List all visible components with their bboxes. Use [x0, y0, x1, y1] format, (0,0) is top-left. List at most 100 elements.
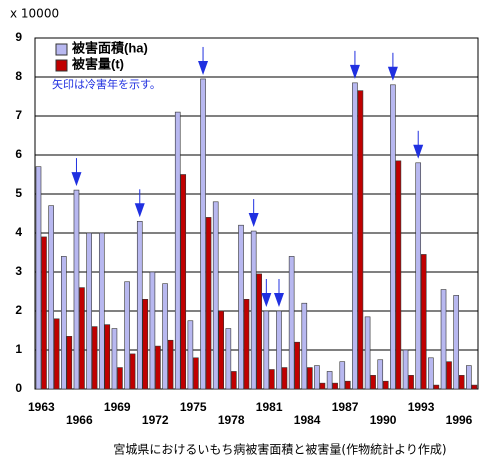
bar: [205, 217, 212, 390]
bar: [288, 256, 295, 390]
bar: [377, 359, 384, 390]
legend-swatch: [55, 59, 68, 72]
bar: [98, 232, 105, 390]
bar: [440, 289, 447, 390]
legend-label: 被害面積(ha): [71, 40, 148, 55]
bar: [73, 189, 80, 390]
bar: [263, 310, 270, 390]
bar: [104, 324, 111, 390]
annotation: 矢印は冷害年を示す。: [52, 77, 161, 91]
x-tick-label: 1993: [408, 400, 435, 414]
bar: [129, 353, 136, 390]
bar: [124, 281, 130, 390]
bar: [339, 361, 346, 390]
bar: [471, 384, 478, 390]
bar: [53, 318, 60, 390]
bar: [408, 375, 414, 390]
bar: [402, 349, 409, 390]
bar: [225, 328, 232, 390]
bar: [276, 310, 282, 390]
bar: [428, 357, 434, 390]
bar: [458, 375, 465, 390]
bar: [306, 367, 313, 390]
y-tick-label: 9: [15, 30, 22, 44]
y-tick-label: 7: [15, 108, 22, 122]
y-unit: x 10000: [10, 7, 59, 21]
bar: [415, 162, 422, 390]
bar: [382, 380, 389, 390]
bar: [41, 236, 47, 390]
bar: [167, 339, 174, 390]
bar: [66, 336, 73, 390]
bar: [111, 328, 118, 390]
y-tick-label: 2: [15, 303, 22, 317]
bar: [187, 320, 194, 390]
bar: [332, 382, 338, 390]
bar: [162, 283, 168, 390]
legend-label: 被害量(t): [71, 56, 124, 71]
bar: [420, 254, 427, 390]
bar: [357, 90, 364, 390]
x-tick-label: 1981: [256, 400, 283, 414]
bar: [446, 361, 452, 390]
bar: [243, 298, 250, 390]
bar: [79, 287, 85, 390]
bar: [193, 357, 199, 390]
bar: [212, 201, 219, 390]
chart-title: 宮城県におけるいもち病被害面積と被害量(作物統計より作成): [113, 442, 446, 457]
arrow-head: [261, 293, 272, 307]
bar: [314, 365, 320, 390]
y-tick-label: 3: [15, 264, 22, 278]
bar: [136, 221, 143, 390]
bar: [180, 174, 187, 390]
bar: [453, 295, 459, 390]
y-tick-label: 6: [15, 147, 22, 161]
arrow-head: [349, 64, 360, 79]
bar: [142, 298, 149, 390]
arrow-head: [134, 203, 145, 218]
bar: [231, 371, 237, 390]
arrow-head: [248, 213, 259, 228]
bar: [344, 380, 351, 390]
y-tick-label: 8: [15, 69, 22, 83]
arrow-head: [387, 66, 398, 81]
x-tick-label: 1966: [66, 413, 93, 427]
x-tick-label: 1996: [446, 413, 473, 427]
bar: [281, 367, 288, 390]
bar: [155, 345, 161, 390]
bar: [294, 341, 300, 390]
arrow-head: [198, 60, 209, 75]
bar: [86, 232, 92, 390]
bar: [200, 78, 206, 390]
bar: [370, 375, 376, 390]
bar: [364, 316, 371, 390]
bar: [48, 205, 54, 390]
y-tick-label: 5: [15, 186, 22, 200]
x-tick-label: 1990: [370, 413, 397, 427]
bar: [35, 166, 42, 390]
bar: [319, 382, 326, 390]
legend-swatch: [55, 43, 68, 56]
x-tick-label: 1978: [218, 413, 245, 427]
arrow-head: [71, 172, 82, 187]
bar: [250, 230, 257, 390]
x-tick-label: 1987: [332, 400, 359, 414]
y-tick-label: 0: [15, 381, 22, 395]
bar: [466, 365, 472, 390]
bar: [256, 273, 262, 390]
bar: [61, 256, 67, 390]
bar: [174, 111, 181, 390]
x-tick-label: 1969: [104, 400, 131, 414]
bar: [149, 271, 156, 390]
bar: [269, 369, 275, 390]
y-tick-label: 4: [15, 225, 22, 239]
x-tick-label: 1975: [180, 400, 207, 414]
bar: [395, 160, 402, 390]
bar: [390, 84, 396, 390]
bar: [352, 82, 358, 390]
y-tick-label: 1: [15, 342, 22, 356]
bar: [238, 224, 244, 390]
x-tick-label: 1963: [28, 400, 55, 414]
x-tick-label: 1984: [294, 413, 321, 427]
